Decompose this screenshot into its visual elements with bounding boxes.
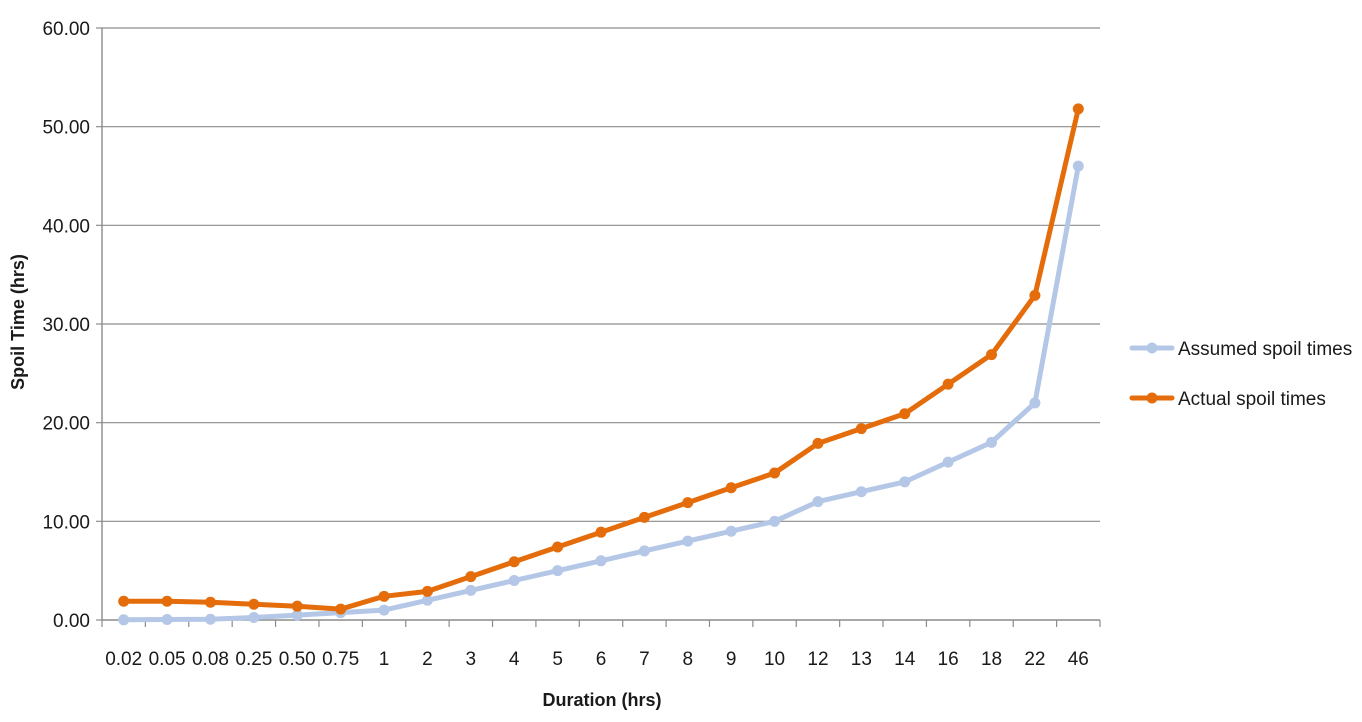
y-tick-label: 10.00 bbox=[42, 512, 90, 533]
y-tick-label: 50.00 bbox=[42, 118, 90, 139]
data-point bbox=[118, 614, 130, 626]
x-tick-label: 0.02 bbox=[105, 649, 142, 670]
data-point bbox=[769, 515, 781, 527]
data-point bbox=[812, 496, 824, 508]
data-point bbox=[769, 467, 781, 479]
data-point bbox=[552, 565, 564, 577]
legend-label: Assumed spoil times bbox=[1178, 339, 1352, 360]
data-point bbox=[855, 486, 867, 498]
x-tick-label: 9 bbox=[726, 649, 737, 670]
data-point bbox=[291, 600, 303, 612]
y-tick-label: 60.00 bbox=[42, 19, 90, 40]
x-tick-label: 0.08 bbox=[192, 649, 229, 670]
data-point bbox=[942, 456, 954, 468]
x-tick-label: 22 bbox=[1024, 649, 1045, 670]
x-tick-label: 16 bbox=[938, 649, 959, 670]
series-actual bbox=[118, 103, 1084, 615]
y-tick-label: 20.00 bbox=[42, 414, 90, 435]
legend: Assumed spoil times Actual spoil times bbox=[1129, 339, 1352, 410]
y-axis-title: Spoil Time (hrs) bbox=[8, 254, 28, 390]
series-assumed bbox=[118, 160, 1084, 626]
data-point bbox=[899, 476, 911, 488]
x-tick-label: 2 bbox=[422, 649, 433, 670]
x-tick-label: 8 bbox=[682, 649, 693, 670]
data-point bbox=[986, 349, 998, 361]
y-axis-tick-labels: 0.00 10.00 20.00 30.00 40.00 50.00 60.00 bbox=[42, 19, 90, 632]
data-point bbox=[378, 590, 390, 602]
x-tick-label: 0.75 bbox=[322, 649, 359, 670]
data-point bbox=[855, 423, 867, 435]
data-point bbox=[508, 556, 520, 568]
legend-item: Actual spoil times bbox=[1129, 389, 1326, 410]
data-point bbox=[942, 378, 954, 390]
data-point bbox=[291, 609, 303, 621]
x-tick-label: 13 bbox=[851, 649, 872, 670]
data-point bbox=[1072, 103, 1084, 115]
data-point bbox=[1029, 289, 1041, 301]
legend-label: Actual spoil times bbox=[1178, 389, 1326, 410]
data-point bbox=[335, 603, 347, 615]
x-tick-label: 46 bbox=[1068, 649, 1089, 670]
data-point bbox=[161, 595, 173, 607]
data-point bbox=[986, 436, 998, 448]
data-point bbox=[899, 408, 911, 420]
x-tick-label: 4 bbox=[509, 649, 520, 670]
data-point bbox=[378, 604, 390, 616]
legend-swatch-marker bbox=[1146, 392, 1158, 404]
gridlines bbox=[102, 27, 1100, 522]
data-point bbox=[725, 482, 737, 494]
x-tick-label: 6 bbox=[596, 649, 607, 670]
data-point bbox=[421, 594, 433, 606]
data-point bbox=[682, 535, 694, 547]
legend-item: Assumed spoil times bbox=[1129, 339, 1352, 360]
data-point bbox=[465, 584, 477, 596]
data-point bbox=[248, 612, 260, 624]
data-point bbox=[682, 497, 694, 509]
x-tick-label: 18 bbox=[981, 649, 1002, 670]
data-point bbox=[638, 545, 650, 557]
x-tick-label: 0.50 bbox=[279, 649, 316, 670]
x-tick-label: 1 bbox=[379, 649, 390, 670]
y-tick-label: 40.00 bbox=[42, 216, 90, 237]
data-point bbox=[595, 526, 607, 538]
x-tick-label: 14 bbox=[894, 649, 916, 670]
x-tick-label: 7 bbox=[639, 649, 650, 670]
data-point bbox=[248, 598, 260, 610]
data-point bbox=[725, 525, 737, 537]
y-tick-label: 30.00 bbox=[42, 315, 90, 336]
data-point bbox=[812, 437, 824, 449]
x-tick-label: 12 bbox=[807, 649, 828, 670]
data-point bbox=[552, 541, 564, 553]
y-tick-label: 0.00 bbox=[53, 611, 90, 632]
legend-swatch-marker bbox=[1146, 342, 1158, 354]
data-point bbox=[465, 571, 477, 583]
data-point bbox=[204, 613, 216, 625]
x-axis-title: Duration (hrs) bbox=[543, 690, 662, 710]
axes bbox=[96, 27, 1101, 627]
data-point bbox=[595, 555, 607, 567]
x-tick-label: 3 bbox=[466, 649, 477, 670]
data-point bbox=[508, 575, 520, 587]
data-point bbox=[118, 595, 130, 607]
data-point bbox=[1029, 397, 1041, 409]
data-point bbox=[204, 596, 216, 608]
x-tick-label: 0.25 bbox=[235, 649, 272, 670]
data-point bbox=[638, 511, 650, 523]
plot-series bbox=[118, 103, 1084, 626]
x-axis-tick-labels: 0.02 0.05 0.08 0.25 0.50 0.75 1 2 3 4 5 6 7 8 9 10 12 13 1… bbox=[105, 649, 1089, 670]
data-point bbox=[421, 585, 433, 597]
x-tick-label: 0.05 bbox=[149, 649, 186, 670]
x-tick-label: 10 bbox=[764, 649, 785, 670]
x-tick-label: 5 bbox=[552, 649, 563, 670]
data-point bbox=[161, 614, 173, 626]
data-point bbox=[1072, 160, 1084, 172]
